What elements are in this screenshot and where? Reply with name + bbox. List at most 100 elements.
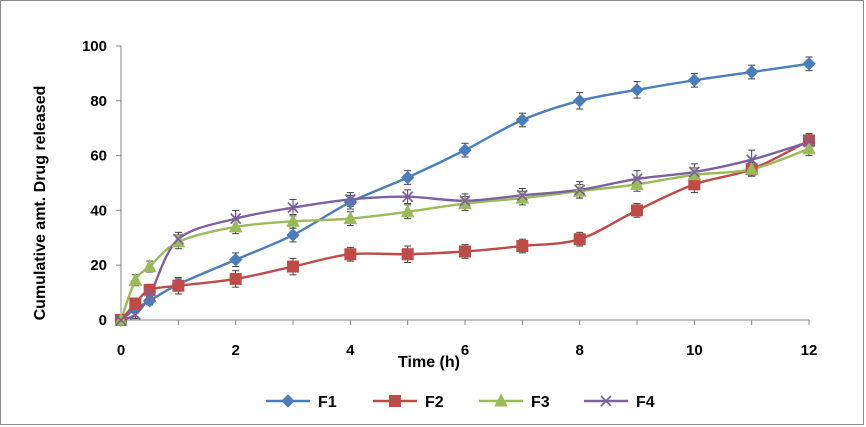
point-f3: [142, 258, 157, 273]
x-marker-stroke: [230, 212, 242, 225]
point-f1: [630, 83, 644, 97]
x-marker-stroke: [574, 184, 586, 196]
x-marker-stroke: [344, 193, 356, 206]
legend: F1 F2 F3 F4: [266, 393, 655, 411]
legend-marker-f4: [600, 395, 612, 407]
legend-marker-f1: [281, 394, 295, 408]
point-f2: [401, 248, 414, 261]
y-tick-label: 60: [90, 148, 107, 165]
series-line-f4: [120, 140, 810, 322]
x-tick-label: 2: [231, 342, 239, 359]
y-axis-title: Cumulative amt. Drug released: [32, 86, 49, 321]
series-line-f3: [119, 147, 810, 321]
point-f4: [287, 202, 299, 214]
point-f2: [688, 178, 701, 191]
series-markers: [114, 57, 816, 327]
x-marker-stroke: [402, 191, 414, 203]
x-marker-stroke: [516, 189, 528, 201]
x-marker-stroke: [172, 233, 184, 245]
point-f4: [688, 166, 700, 178]
legend-item-f3: F3: [479, 393, 550, 411]
point-f2: [459, 245, 471, 258]
point-f2: [143, 283, 156, 296]
series-lines: [119, 62, 810, 322]
point-f4: [631, 173, 643, 185]
x-marker-stroke: [287, 202, 299, 214]
x-marker-stroke: [115, 314, 127, 326]
x-tick-label: 10: [686, 342, 703, 359]
point-f2: [631, 204, 643, 217]
point-f4: [402, 191, 414, 203]
y-tick-label: 100: [82, 38, 107, 55]
x-tick-label: 6: [461, 342, 469, 359]
point-f3: [286, 213, 300, 227]
y-tick-label: 80: [90, 93, 107, 110]
x-marker-stroke: [803, 136, 815, 148]
x-marker-stroke: [631, 173, 643, 185]
point-f1: [744, 65, 759, 79]
point-f4: [115, 314, 127, 326]
point-f3: [630, 176, 644, 190]
point-f4: [344, 193, 356, 206]
tick-labels: 0 20 40 60 80 100 0 2 4 6 8 10 12: [82, 38, 817, 359]
point-f2: [229, 272, 242, 285]
point-f4: [144, 289, 156, 301]
x-marker-stroke: [129, 308, 141, 321]
x-tick-label: 12: [801, 342, 818, 359]
axes: [116, 45, 810, 325]
point-f1: [400, 170, 415, 185]
point-f2: [344, 248, 357, 261]
legend-label-f1: F1: [318, 394, 337, 411]
x-tick-label: 8: [575, 342, 583, 359]
point-f1: [802, 57, 816, 71]
point-f4: [459, 195, 471, 207]
legend-label-f4: F4: [636, 394, 655, 411]
point-f2: [516, 240, 529, 253]
point-f1: [572, 94, 587, 108]
point-f1: [687, 73, 702, 87]
legend-item-f4: F4: [584, 394, 655, 411]
legend-label-f2: F2: [425, 394, 444, 411]
y-tick-label: 0: [99, 312, 107, 329]
legend-item-f2: F2: [373, 394, 444, 411]
legend-label-f3: F3: [531, 394, 550, 411]
point-f1: [343, 195, 358, 209]
legend-marker-f2: [389, 395, 401, 407]
point-f1: [142, 294, 157, 308]
x-tick-label: 0: [117, 342, 125, 359]
point-f3: [343, 211, 358, 225]
x-marker-stroke: [746, 154, 758, 166]
legend-item-f1: F1: [266, 394, 337, 411]
x-marker-stroke: [459, 195, 471, 207]
point-f4: [746, 154, 758, 166]
legend-marker-f3: [494, 393, 508, 407]
point-f1: [286, 228, 300, 242]
point-f3: [228, 219, 243, 233]
point-f3: [802, 141, 816, 155]
point-f3: [400, 204, 415, 218]
point-f1: [515, 113, 530, 127]
x-tick-label: 4: [346, 342, 355, 359]
x-axis-title: Time (h): [398, 354, 460, 371]
point-f1: [458, 143, 472, 157]
point-f4: [574, 184, 586, 196]
point-f3: [128, 272, 143, 286]
point-f4: [230, 212, 242, 225]
point-f2: [129, 297, 142, 310]
point-f2: [573, 233, 586, 246]
x-marker-stroke: [144, 289, 156, 301]
point-f1: [228, 253, 243, 267]
point-f2: [172, 279, 185, 292]
point-f3: [744, 161, 759, 175]
y-tick-label: 40: [90, 202, 107, 219]
point-f4: [129, 308, 141, 321]
point-f4: [172, 233, 184, 245]
point-f4: [516, 189, 528, 201]
point-f4: [803, 136, 815, 148]
y-tick-label: 20: [90, 257, 107, 274]
series-line-f2: [120, 139, 810, 321]
point-f2: [287, 260, 299, 273]
x-marker-stroke: [688, 166, 700, 178]
